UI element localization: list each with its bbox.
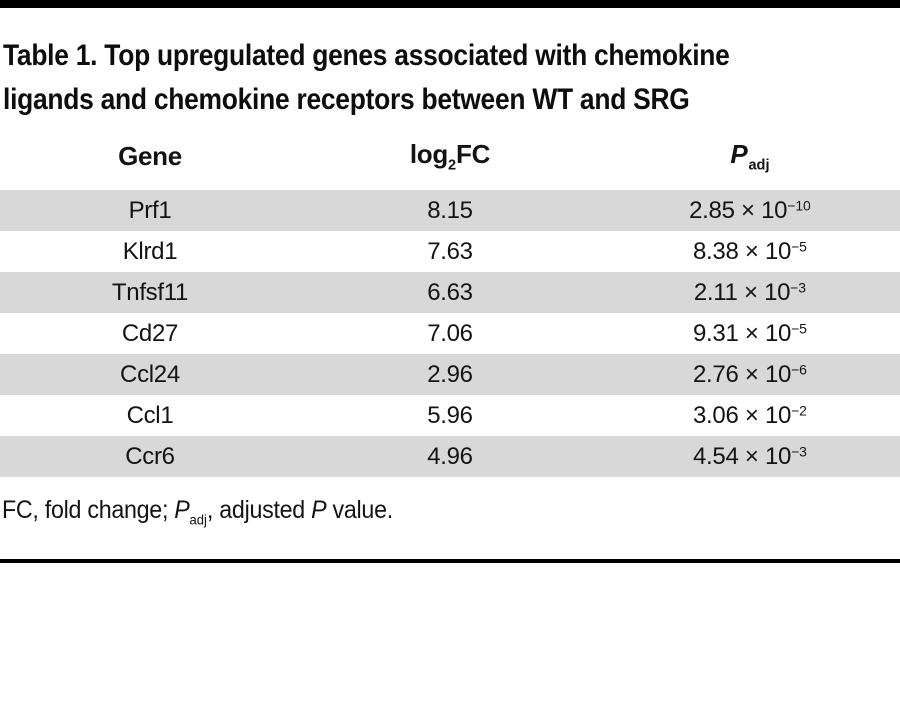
table-header-row: Gene log2FC Padj — [0, 122, 900, 190]
gene-cell: Ccr6 — [125, 442, 175, 470]
table-title-line2: ligands and chemokine receptors between … — [3, 83, 690, 116]
log-subscript: 2 — [447, 157, 457, 174]
p-times-ten: × 10 — [741, 196, 788, 224]
table-body: Prf1 8.15 2.85 × 10−10 Klrd1 7.63 8.38 ×… — [0, 190, 900, 477]
p-symbol: P — [311, 496, 327, 524]
p-exponent: −3 — [791, 442, 807, 459]
p-exponent: −2 — [791, 401, 807, 418]
column-header-log2fc: log2FC — [300, 139, 600, 174]
gene-cell: Ccl1 — [126, 401, 174, 429]
padj-cell: 2.76 × 10−6 — [600, 361, 900, 389]
padj-cell: 2.85 × 10−10 — [600, 197, 900, 225]
footnote-text: , adjusted — [206, 496, 312, 524]
p-exponent: −10 — [787, 196, 811, 213]
column-header-padj: Padj — [600, 139, 900, 174]
p-times-ten: × 10 — [744, 237, 792, 265]
padj-cell: 9.31 × 10−5 — [600, 320, 900, 348]
table-title-line1: Table 1. Top upregulated genes associate… — [3, 39, 730, 72]
p-mantissa: 2.11 — [693, 278, 738, 306]
top-border-rule — [0, 0, 900, 8]
table-row: Ccl1 5.96 3.06 × 10−2 — [0, 395, 900, 436]
log-prefix: log — [409, 138, 448, 169]
gene-cell: Ccl24 — [120, 360, 180, 388]
table-row: Tnfsf11 6.63 2.11 × 10−3 — [0, 272, 900, 313]
p-exponent: −5 — [791, 319, 807, 336]
gene-cell: Cd27 — [121, 319, 179, 347]
table-row: Klrd1 7.63 8.38 × 10−5 — [0, 231, 900, 272]
gene-cell: Klrd1 — [122, 237, 178, 265]
padj-subscript: adj — [748, 157, 770, 174]
p-mantissa: 4.54 — [692, 442, 739, 470]
p-mantissa: 2.85 — [689, 196, 735, 224]
table-row: Ccl24 2.96 2.76 × 10−6 — [0, 354, 900, 395]
p-symbol: P — [174, 496, 190, 524]
p-symbol: P — [730, 138, 748, 169]
padj-cell: 3.06 × 10−2 — [600, 402, 900, 430]
padj-cell: 8.38 × 10−5 — [600, 238, 900, 266]
log2fc-cell: 5.96 — [427, 401, 473, 429]
table-title: Table 1. Top upregulated genes associate… — [3, 34, 792, 122]
table-footnote: FC, fold change; Padj, adjusted P value. — [2, 494, 837, 535]
table-row: Ccr6 4.96 4.54 × 10−3 — [0, 436, 900, 477]
p-mantissa: 2.76 — [692, 360, 739, 388]
p-exponent: −6 — [791, 360, 807, 377]
footnote-text: value. — [326, 496, 394, 524]
log2fc-cell: 2.96 — [427, 360, 473, 388]
log2fc-cell: 7.63 — [427, 237, 473, 265]
column-header-gene: Gene — [118, 140, 182, 171]
p-exponent: −5 — [791, 237, 807, 254]
gene-cell: Prf1 — [128, 196, 172, 224]
p-times-ten: × 10 — [744, 360, 792, 388]
log-suffix: FC — [456, 138, 491, 169]
p-times-ten: × 10 — [743, 278, 791, 306]
table-row: Prf1 8.15 2.85 × 10−10 — [0, 190, 900, 231]
p-mantissa: 9.31 — [692, 319, 739, 347]
gene-cell: Tnfsf11 — [111, 278, 189, 306]
padj-cell: 2.11 × 10−3 — [600, 279, 900, 307]
table-row: Cd27 7.06 9.31 × 10−5 — [0, 313, 900, 354]
footnote-text: FC, fold change; — [2, 496, 175, 524]
p-times-ten: × 10 — [744, 401, 792, 429]
log2fc-cell: 8.15 — [427, 196, 473, 224]
bottom-border-rule — [0, 559, 900, 564]
padj-cell: 4.54 × 10−3 — [600, 443, 900, 471]
log2fc-cell: 6.63 — [427, 278, 473, 306]
padj-subscript: adj — [189, 511, 207, 528]
log2fc-cell: 7.06 — [427, 319, 473, 347]
p-mantissa: 8.38 — [692, 237, 739, 265]
p-times-ten: × 10 — [744, 319, 792, 347]
p-times-ten: × 10 — [744, 442, 792, 470]
p-mantissa: 3.06 — [692, 401, 739, 429]
log2fc-cell: 4.96 — [427, 442, 473, 470]
p-exponent: −3 — [790, 278, 807, 295]
